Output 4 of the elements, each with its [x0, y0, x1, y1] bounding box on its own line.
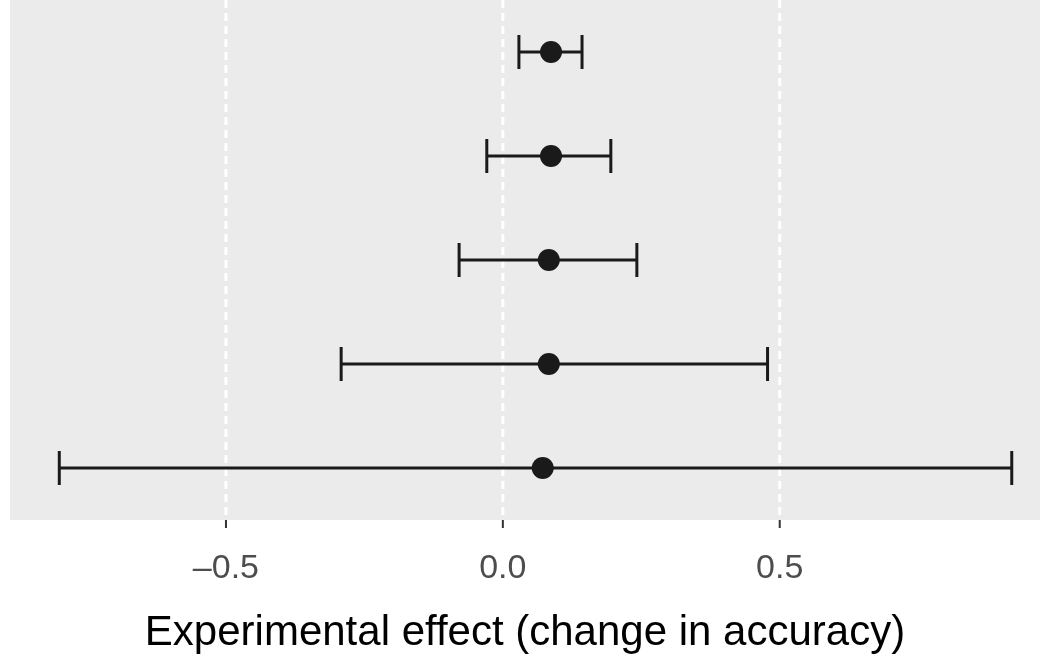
x-tick-label: 0.0 [479, 547, 527, 585]
x-axis-title: Experimental effect (change in accuracy) [144, 607, 906, 654]
x-tick-label: –0.5 [192, 547, 260, 585]
x-tick-label: 0.5 [756, 547, 804, 585]
